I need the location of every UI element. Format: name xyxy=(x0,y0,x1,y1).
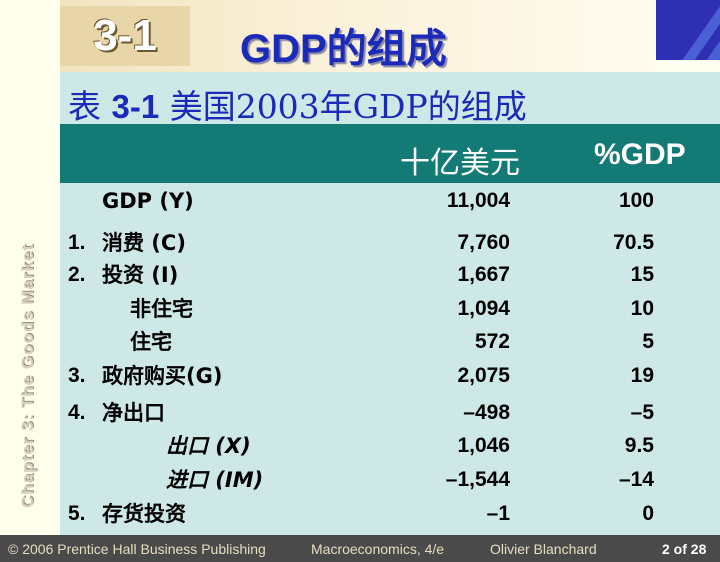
chapter-side-text: Chapter 3: The Goods Market xyxy=(18,243,37,508)
row-label: 消费 (C) xyxy=(102,231,186,255)
row-percent: 5 xyxy=(642,330,654,353)
footer-copyright: © 2006 Prentice Hall Business Publishing xyxy=(8,541,266,557)
row-percent: –5 xyxy=(630,401,654,424)
row-number: 4. xyxy=(68,401,86,424)
row-number: 2. xyxy=(68,263,86,286)
row-label: GDP (Y) xyxy=(102,189,194,213)
row-label: 出口 (X) xyxy=(166,434,251,458)
table-panel: 表 3-1 美国2003年GDP的组成 十亿美元 %GDP GDP (Y) 11… xyxy=(60,72,720,535)
corner-decoration xyxy=(656,0,720,60)
table-title-number: 3-1 xyxy=(111,88,160,125)
row-value: –498 xyxy=(463,401,510,424)
table-row: 2. 投资 (I) 1,667 15 xyxy=(60,260,720,290)
table-header: 十亿美元 %GDP xyxy=(60,124,720,183)
row-value: 1,046 xyxy=(457,434,510,457)
row-label: 住宅 xyxy=(130,330,172,354)
footer-author: Olivier Blanchard xyxy=(490,541,597,557)
row-label: 非住宅 xyxy=(130,297,193,321)
table-row: 3. 政府购买(G) 2,075 19 xyxy=(60,361,720,391)
row-label: 净出口 xyxy=(102,401,165,425)
slide-title: GDP的组成 xyxy=(240,27,447,71)
row-percent: 0 xyxy=(642,502,654,525)
row-number: 5. xyxy=(68,502,86,525)
table-row: 4. 净出口 –498 –5 xyxy=(60,398,720,428)
table-row: 1. 消费 (C) 7,760 70.5 xyxy=(60,228,720,258)
table-row: 出口 (X) 1,046 9.5 xyxy=(60,431,720,461)
row-number: 3. xyxy=(68,364,86,387)
footer-page-number: 2 of 28 xyxy=(662,541,707,557)
row-percent: –14 xyxy=(618,468,654,491)
row-value: –1,544 xyxy=(445,468,510,491)
row-label: 政府购买(G) xyxy=(102,364,223,388)
row-value: 1,094 xyxy=(457,297,510,320)
footer-bar: © 2006 Prentice Hall Business Publishing… xyxy=(0,535,720,562)
row-value: 1,667 xyxy=(457,263,510,286)
row-percent: 100 xyxy=(618,189,654,212)
row-value: 7,760 xyxy=(457,231,510,254)
table-title: 表 3-1 美国2003年GDP的组成 xyxy=(68,80,527,128)
row-percent: 70.5 xyxy=(613,231,654,254)
header-percent-gdp: %GDP xyxy=(594,138,686,171)
footer-book: Macroeconomics, 4/e xyxy=(311,541,445,557)
row-percent: 10 xyxy=(630,297,654,320)
table-row: GDP (Y) 11,004 100 xyxy=(60,186,720,216)
table-row: 进口 (IM) –1,544 –14 xyxy=(60,465,720,495)
table-row: 非住宅 1,094 10 xyxy=(60,294,720,324)
row-percent: 15 xyxy=(630,263,654,286)
row-label: 进口 (IM) xyxy=(166,468,264,492)
row-label: 投资 (I) xyxy=(102,263,179,287)
row-percent: 19 xyxy=(630,364,654,387)
row-value: 11,004 xyxy=(446,189,510,212)
row-value: –1 xyxy=(486,502,510,525)
table-row: 5. 存货投资 –1 0 xyxy=(60,499,720,529)
table-title-text: 美国2003年GDP的组成 xyxy=(159,87,527,126)
table-title-prefix: 表 xyxy=(68,87,112,126)
row-number: 1. xyxy=(68,231,86,254)
left-margin-strip xyxy=(0,0,60,535)
row-percent: 9.5 xyxy=(624,434,654,457)
section-badge: 3-1 xyxy=(60,6,190,66)
row-value: 572 xyxy=(474,330,510,353)
table-row: 住宅 572 5 xyxy=(60,327,720,357)
row-label: 存货投资 xyxy=(102,502,186,526)
header-billions: 十亿美元 xyxy=(400,146,520,181)
row-value: 2,075 xyxy=(457,364,510,387)
